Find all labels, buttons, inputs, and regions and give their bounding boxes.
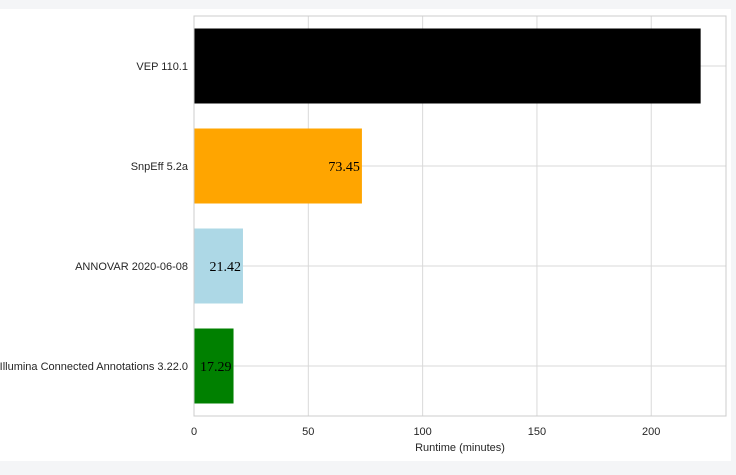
value-label: 21.42: [209, 260, 241, 275]
y-tick-label: VEP 110.1: [136, 61, 188, 73]
x-tick-label: 200: [642, 426, 660, 438]
x-tick-label: 100: [413, 426, 431, 438]
value-label: 221.61: [660, 60, 699, 75]
x-tick-label: 0: [191, 426, 197, 438]
x-tick-labels: 0 50 100 150 200: [191, 426, 660, 438]
x-tick-label: 150: [528, 426, 546, 438]
bar-3: [194, 328, 234, 404]
y-tick-labels: VEP 110.1 SnpEff 5.2a ANNOVAR 2020-06-08 Il…: [0, 61, 189, 373]
value-labels: 221.61 73.45 21.42 17.29: [200, 60, 699, 375]
value-label: 17.29: [200, 360, 232, 375]
y-tick-label: ANNOVAR 2020-06-08: [75, 261, 188, 273]
bar-2: [194, 228, 243, 304]
value-label: 73.45: [328, 160, 360, 175]
y-tick-label: SnpEff 5.2a: [131, 161, 189, 173]
bar-0: [194, 28, 701, 104]
bars: [194, 28, 701, 404]
y-tick-label: Illumina Connected Annotations 3.22.0: [0, 361, 188, 373]
x-tick-label: 50: [302, 426, 314, 438]
bar-1: [194, 128, 362, 204]
plot-border: [193, 15, 727, 417]
x-axis-label: Runtime (minutes): [415, 442, 505, 454]
